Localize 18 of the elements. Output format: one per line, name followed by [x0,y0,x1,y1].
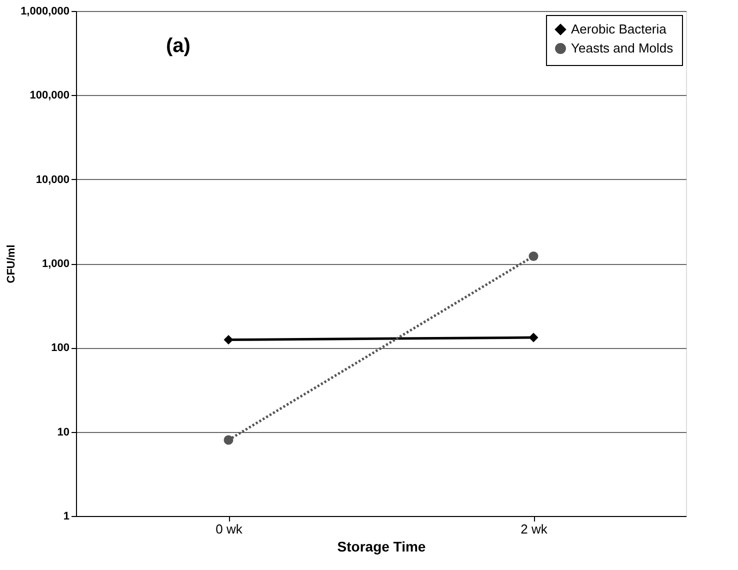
y-tick-label: 1,000,000 [20,6,70,18]
point [528,332,538,342]
y-tick-label: 1 [63,510,70,522]
point [224,335,234,345]
legend-label: Aerobic Bacteria [571,22,668,36]
y-tick-label: 100,000 [30,90,70,102]
x-tick-label: 0 wk [216,522,243,536]
annotation: (a) [166,35,190,57]
y-tick-label: 1,000 [42,258,70,270]
y-tick-label: 10 [57,426,70,438]
x-tick-label: 2 wk [520,522,548,536]
y-axis-title: CFU/ml [6,244,18,284]
point [528,252,538,261]
y-tick-label: 100 [51,342,70,354]
legend-label: Yeasts and Molds [571,40,674,56]
y-tick-label: 10,000 [36,174,70,186]
x-axis-title: Storage Time [337,538,426,554]
point [224,435,234,445]
